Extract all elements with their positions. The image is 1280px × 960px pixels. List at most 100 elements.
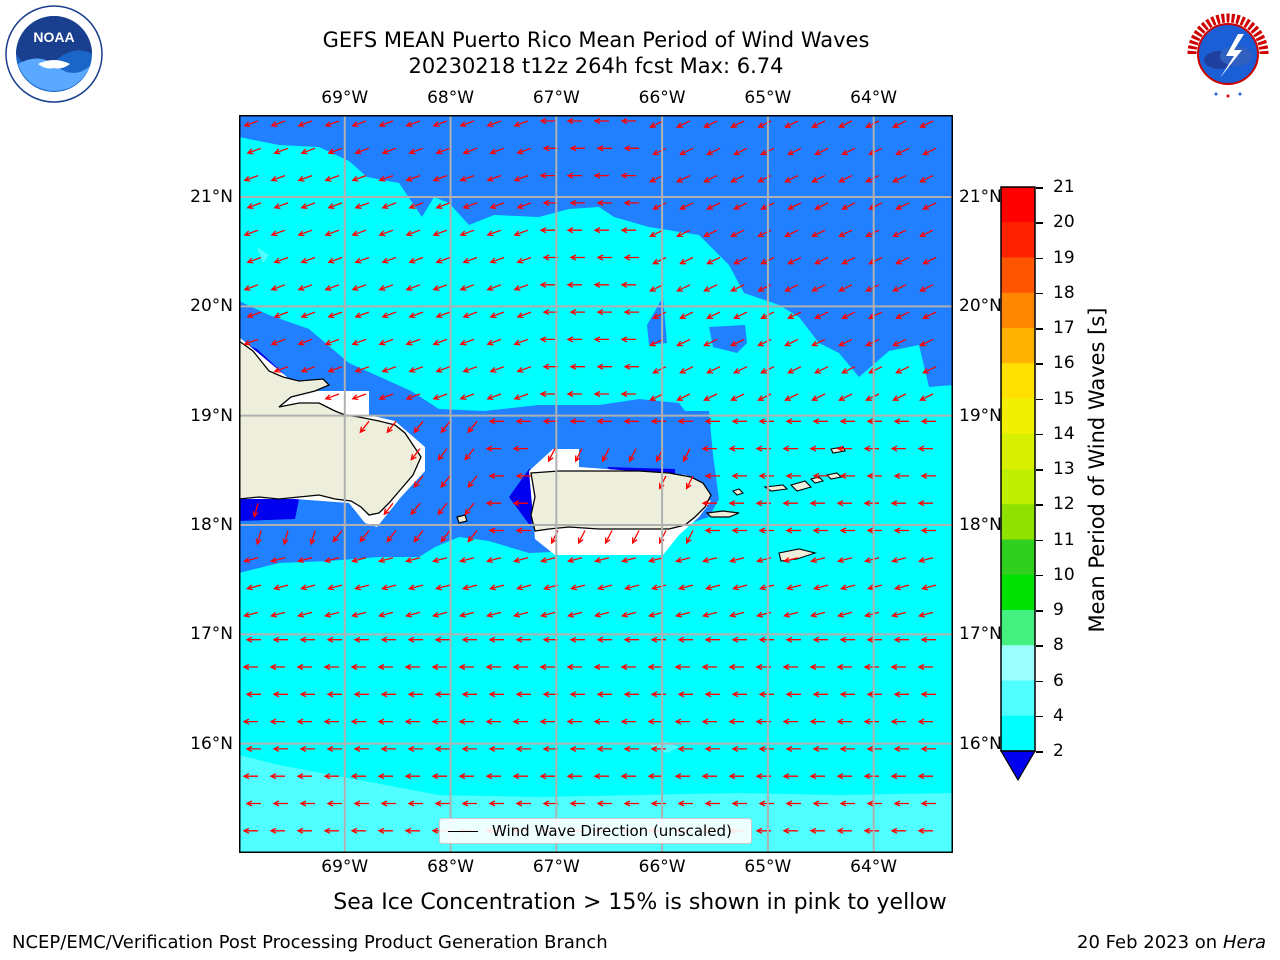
wind-wave-arrow [299,800,315,807]
noaa-logo-text: NOAA [33,29,74,45]
wind-wave-arrow [620,336,636,343]
footer-machine: Hera [1222,932,1266,953]
wind-wave-arrow [731,527,747,534]
wind-wave-arrow [296,718,312,725]
wind-wave-arrow [647,773,663,780]
wind-wave-arrow [706,366,721,374]
wind-wave-arrow [920,800,936,807]
wind-wave-arrow [354,147,370,155]
land-hispaniola [239,340,422,516]
wind-wave-arrow [413,475,424,489]
wind-wave-arrow [812,584,829,591]
wind-wave-arrow [489,202,505,209]
wind-wave-arrow [704,800,720,807]
wind-wave-arrow [811,338,826,347]
wind-wave-arrow [242,663,258,671]
wind-wave-arrow [242,718,258,725]
wind-wave-arrow [404,663,420,671]
wind-wave-arrow [701,445,717,452]
wind-wave-arrow [323,827,339,834]
colorbar-tick-label: 15 [1053,388,1075,409]
wind-wave-arrow [809,500,825,507]
wind-wave-arrow [324,120,340,128]
wind-wave-arrow [703,229,718,238]
wind-wave-arrow [431,663,447,671]
wind-wave-arrow [623,199,639,206]
wind-wave-arrow [296,827,312,834]
wind-wave-arrow [812,636,828,643]
wind-wave-arrow [836,827,852,834]
wind-wave-arrow [785,691,801,698]
wind-wave-arrow [380,800,396,807]
wind-wave-arrow [488,584,505,591]
wind-wave-arrow [539,611,556,618]
colorbar-label: Mean Period of Wind Waves [s] [1085,307,1109,633]
wind-wave-arrow [596,584,613,591]
wind-wave-arrow [596,691,612,698]
wind-wave-direction-arrows [242,117,937,834]
wind-wave-arrow [485,557,502,564]
wind-wave-arrow [323,718,339,725]
wind-wave-arrow [620,773,636,780]
wind-wave-arrow [458,718,474,725]
wind-wave-arrow [574,448,583,463]
wind-wave-arrow [458,557,475,564]
wind-wave-arrow [785,527,801,534]
wind-wave-arrow [839,691,855,698]
colorbar-segment [1001,539,1035,576]
wind-wave-arrow [839,745,855,752]
wind-wave-arrow [488,745,504,752]
wind-wave-arrow [296,773,312,780]
colorbar-segment [1001,504,1035,540]
wind-wave-arrow [650,584,667,591]
wind-wave-arrow [593,117,609,125]
wind-wave-arrow [489,256,505,264]
wind-wave-arrow [784,393,799,401]
wind-wave-arrow [730,284,745,292]
wind-wave-arrow [785,800,801,807]
wind-wave-arrow [350,827,366,834]
wind-wave-arrow [488,636,504,643]
wind-wave-arrow [650,636,666,643]
wind-wave-arrow [407,800,423,807]
wind-wave-arrow [486,229,502,237]
wind-wave-arrow [569,800,585,807]
colorbar-segment [1001,469,1035,505]
longitude-label: 65°W [744,857,792,877]
wind-wave-arrow [784,175,799,183]
wind-wave-arrow [623,584,640,591]
wind-wave-arrow [350,611,367,618]
wind-wave-arrow [893,800,909,807]
wind-wave-arrow [569,691,585,698]
wind-wave-arrow [920,745,936,752]
wind-wave-arrow [515,745,531,752]
wind-wave-arrow [782,827,798,834]
blue-north-region [239,115,953,387]
latitude-label: 16°N [190,733,233,754]
wind-wave-arrow [323,557,340,564]
longitude-label: 64°W [850,88,898,108]
wind-wave-arrow [893,472,909,479]
wind-wave-arrow [434,584,451,591]
wind-wave-arrow [733,202,748,210]
wind-wave-arrow [516,311,532,319]
wind-wave-arrow [890,445,906,452]
wind-wave-arrow [380,584,397,591]
wind-wave-arrow [378,174,394,182]
wind-wave-arrow [435,202,451,209]
wind-wave-arrow [255,530,262,546]
wind-wave-arrow [405,284,421,291]
wind-wave-arrow [647,611,664,618]
wind-wave-arrow [435,311,451,319]
wind-wave-arrow [485,611,502,618]
wind-wave-arrow [730,338,745,347]
wind-wave-arrow [620,611,637,618]
land-puerto-rico [530,470,712,532]
wind-wave-arrow [649,175,664,183]
wind-wave-arrow [812,472,828,479]
wind-wave-arrow [246,256,262,264]
wind-wave-arrow [596,145,612,152]
wind-wave-arrow [730,120,745,128]
wind-wave-arrow [243,120,259,128]
wind-wave-arrow [243,338,259,346]
